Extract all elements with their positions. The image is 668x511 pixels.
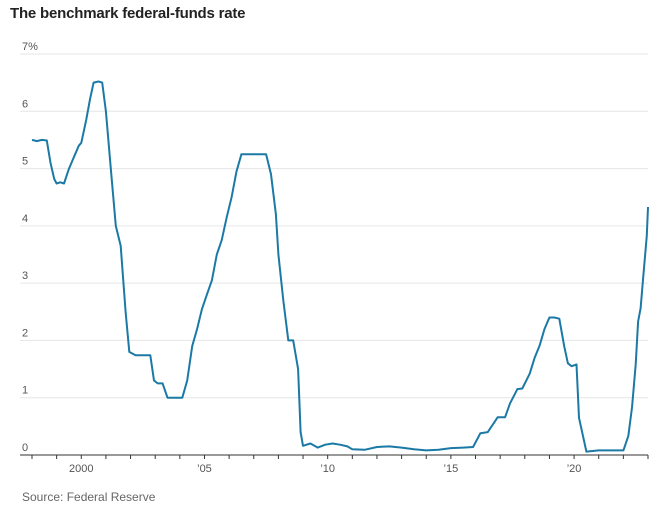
y-tick-label: 3 [22,270,28,282]
x-axis-ticks: 2000 ’05 ’10 ’15 ’20 [31,455,649,475]
series-layer [31,80,649,453]
y-axis-ticks: 0 1 2 3 4 5 6 7% [22,41,38,454]
x-tick-label: 2000 [69,463,93,475]
y-tick-label: 7% [22,41,38,53]
x-tick-label: ’20 [567,463,582,475]
y-tick-label: 5 [22,156,28,168]
y-tick-label: 1 [22,385,28,397]
chart-source: Source: Federal Reserve [22,490,156,504]
y-tick-label: 4 [22,213,28,225]
x-tick-label: ’05 [197,463,212,475]
y-tick-label: 0 [22,442,28,454]
x-tick-label: ’15 [444,463,459,475]
y-tick-label: 2 [22,327,28,339]
series-line [31,80,649,453]
grid-lines [20,53,648,456]
x-tick-label: ’10 [320,463,335,475]
chart-title: The benchmark federal-funds rate [10,5,246,22]
y-tick-label: 6 [22,98,28,110]
